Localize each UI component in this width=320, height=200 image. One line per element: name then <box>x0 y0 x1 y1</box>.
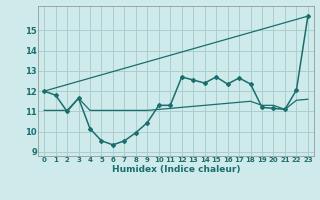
X-axis label: Humidex (Indice chaleur): Humidex (Indice chaleur) <box>112 165 240 174</box>
